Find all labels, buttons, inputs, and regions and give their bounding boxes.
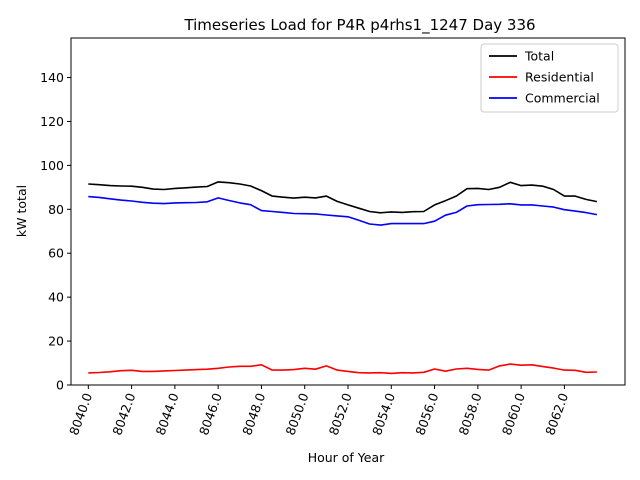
y-tick-label: 100 xyxy=(40,158,64,173)
y-tick-label: 20 xyxy=(48,334,64,349)
plot-lines xyxy=(88,181,598,375)
legend-label-residential: Residential xyxy=(525,70,594,85)
series-line-commercial xyxy=(88,195,598,226)
y-axis: 0 20 40 60 80 100 120 140 xyxy=(40,70,71,393)
y-tick-label: 80 xyxy=(48,202,64,217)
y-tick-label: 140 xyxy=(40,70,64,85)
x-axis-label: Hour of Year xyxy=(308,450,385,465)
chart-title: Timeseries Load for P4R p4rhs1_1247 Day … xyxy=(183,16,535,35)
legend: Total Residential Commercial xyxy=(480,43,619,113)
y-tick-label: 60 xyxy=(48,246,64,261)
y-tick-label: 0 xyxy=(56,378,64,393)
y-axis-label: kW total xyxy=(14,185,29,237)
legend-label-commercial: Commercial xyxy=(525,91,600,106)
legend-label-total: Total xyxy=(524,49,554,64)
series-line-total xyxy=(88,181,598,214)
y-tick-label: 40 xyxy=(48,290,64,305)
legend-box xyxy=(480,43,619,113)
y-tick-label: 120 xyxy=(40,114,64,129)
series-line-residential xyxy=(88,363,597,375)
